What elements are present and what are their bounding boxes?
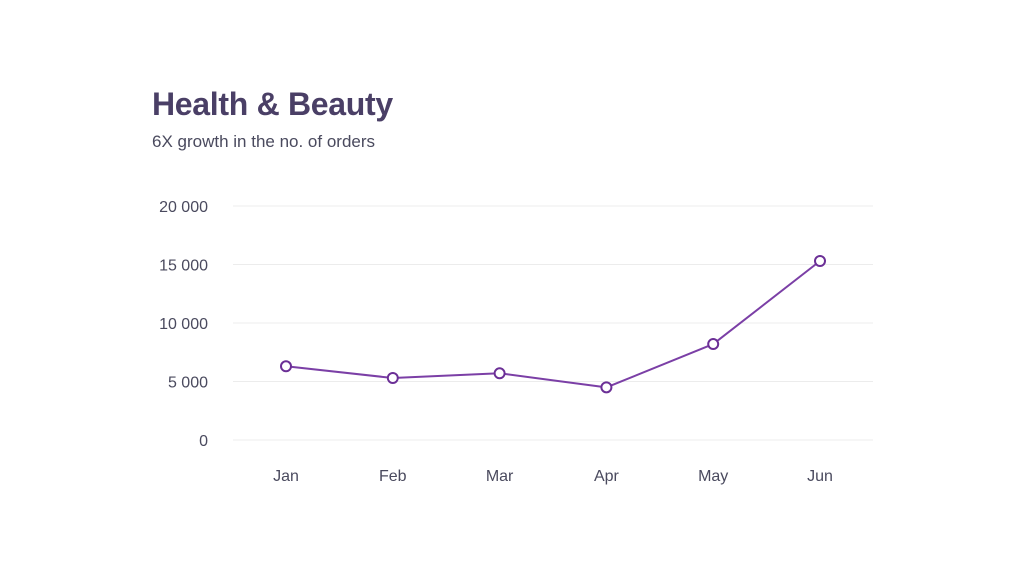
data-point [493, 367, 506, 380]
series [285, 260, 821, 389]
data-points [280, 254, 826, 394]
y-tick-label: 15 000 [159, 258, 208, 275]
y-tick-label: 20 000 [159, 199, 208, 216]
y-tick-label: 10 000 [159, 316, 208, 333]
data-point [600, 381, 613, 394]
x-axis-ticks: Jan Feb Mar Apr May Jun [273, 468, 833, 485]
x-tick-label: Feb [379, 468, 407, 485]
x-tick-label: May [698, 468, 728, 485]
chart-subtitle: 6X growth in the no. of orders [152, 132, 376, 151]
data-point [386, 371, 399, 384]
chart-title: Health & Beauty [152, 86, 393, 122]
x-tick-label: Apr [594, 468, 620, 485]
data-point [814, 254, 826, 267]
y-tick-label: 0 [199, 433, 208, 450]
x-tick-label: Jun [807, 468, 833, 485]
x-tick-label: Jan [273, 468, 299, 485]
data-point [707, 338, 720, 351]
data-point [280, 360, 292, 373]
y-tick-label: 5 000 [168, 375, 208, 392]
series-line [285, 260, 821, 389]
y-axis-ticks: 0 5 000 10 000 15 000 20 000 [159, 199, 208, 450]
x-tick-label: Mar [486, 468, 514, 485]
grid-lines [233, 205, 873, 441]
